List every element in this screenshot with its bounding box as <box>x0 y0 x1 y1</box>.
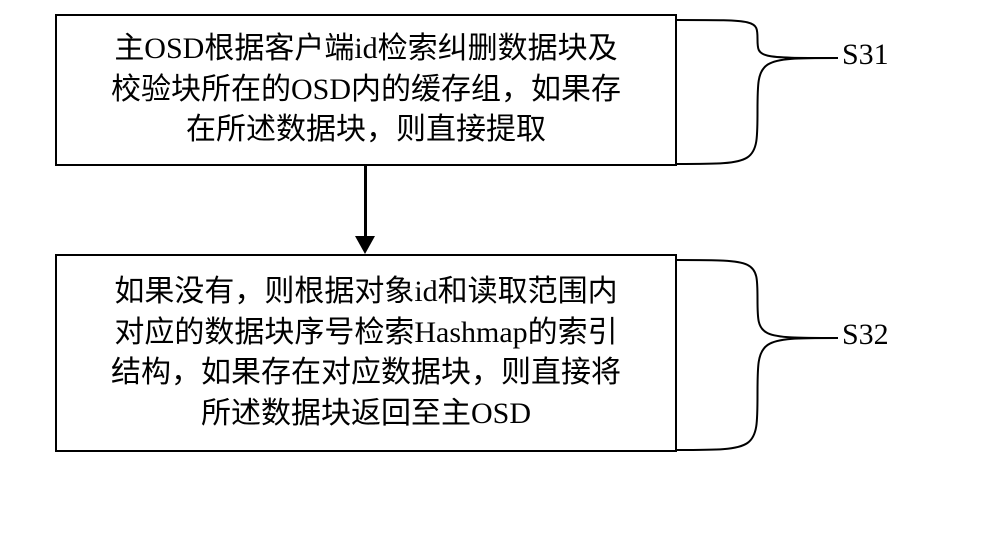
bracket-1-icon <box>673 16 842 168</box>
flow-step-1: 主OSD根据客户端id检索纠删数据块及 校验块所在的OSD内的缓存组，如果存 在… <box>55 14 677 166</box>
step-label-s31: S31 <box>842 38 889 72</box>
step-label-s32: S32 <box>842 318 889 352</box>
flow-step-2: 如果没有，则根据对象id和读取范围内 对应的数据块序号检索Hashmap的索引 … <box>55 254 677 452</box>
bracket-2-icon <box>673 256 842 454</box>
flow-arrow-shaft <box>364 166 367 236</box>
flow-step-2-text: 如果没有，则根据对象id和读取范围内 对应的数据块序号检索Hashmap的索引 … <box>111 272 621 434</box>
flow-step-1-text: 主OSD根据客户端id检索纠删数据块及 校验块所在的OSD内的缓存组，如果存 在… <box>111 29 621 151</box>
flow-arrow-head-icon <box>355 236 375 254</box>
flowchart-canvas: 主OSD根据客户端id检索纠删数据块及 校验块所在的OSD内的缓存组，如果存 在… <box>0 0 1000 554</box>
